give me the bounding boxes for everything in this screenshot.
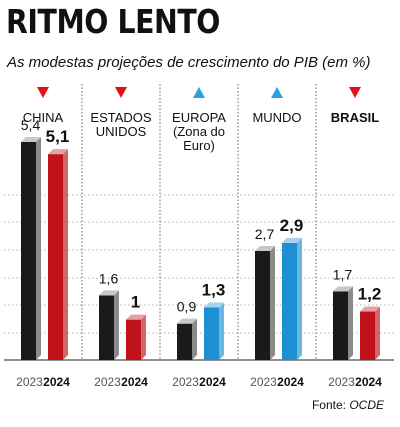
- bar-2023: [255, 251, 270, 360]
- data-label: 1,2: [358, 285, 382, 304]
- bar-2023: [21, 142, 36, 360]
- data-label: 1,7: [333, 266, 353, 282]
- bar-side: [348, 286, 353, 360]
- source-note: Fonte: OCDE: [312, 398, 384, 412]
- bar-side: [219, 302, 224, 360]
- source-name: OCDE: [349, 398, 384, 412]
- bar-top: [204, 302, 224, 308]
- data-label: 2,9: [280, 216, 304, 235]
- bar-2023: [333, 291, 348, 360]
- year-label: 2023: [250, 375, 277, 389]
- year-label: 2023: [328, 375, 355, 389]
- bar-top: [21, 137, 41, 142]
- bar-side: [270, 246, 275, 360]
- trend-down-icon: [115, 87, 127, 98]
- chart-subtitle: As modestas projeções de crescimento do …: [7, 54, 371, 71]
- data-label: 5,1: [46, 127, 70, 146]
- bar-side: [375, 306, 380, 360]
- category-label: BRASIL: [331, 110, 379, 125]
- year-label: 2024: [199, 375, 226, 389]
- year-label: 2024: [277, 375, 304, 389]
- bar-2024: [282, 242, 297, 360]
- chart-title: RITMO LENTO: [6, 2, 221, 41]
- year-label: 2024: [43, 375, 70, 389]
- trend-down-icon: [37, 87, 49, 98]
- data-label: 1: [131, 293, 140, 312]
- bar-side: [63, 149, 68, 360]
- bar-2024: [48, 154, 63, 360]
- category-label: CHINA: [23, 110, 64, 125]
- bar-top: [333, 286, 353, 292]
- data-label: 0,9: [177, 299, 197, 315]
- year-label: 2024: [121, 375, 148, 389]
- bar-top: [126, 314, 146, 320]
- category-label: (Zona do: [173, 124, 225, 139]
- data-label: 5,4: [21, 117, 41, 133]
- bar-side: [192, 318, 197, 360]
- bar-2024: [204, 307, 219, 360]
- category-label: ESTADOS: [90, 110, 151, 125]
- bar-side: [114, 290, 119, 360]
- bar-top: [255, 246, 275, 251]
- bar-top: [99, 290, 119, 296]
- bar-top: [360, 306, 380, 312]
- trend-up-icon: [271, 87, 283, 98]
- year-label: 2023: [94, 375, 121, 389]
- bar-side: [141, 314, 146, 360]
- bar-2023: [99, 295, 114, 360]
- year-label: 2024: [355, 375, 382, 389]
- bar-top: [282, 237, 302, 243]
- data-label: 2,7: [255, 226, 275, 242]
- data-label: 1,3: [202, 281, 226, 300]
- bar-side: [36, 137, 41, 360]
- bar-side: [297, 237, 302, 360]
- category-label: EUROPA: [172, 110, 226, 125]
- bar-2023: [177, 323, 192, 360]
- bar-top: [48, 149, 68, 155]
- trend-down-icon: [349, 87, 361, 98]
- category-label: UNIDOS: [96, 124, 147, 139]
- category-label: Euro): [183, 138, 215, 153]
- data-label: 1,6: [99, 270, 119, 286]
- bar-2024: [126, 319, 141, 360]
- year-label: 2023: [172, 375, 199, 389]
- trend-up-icon: [193, 87, 205, 98]
- bar-top: [177, 318, 197, 324]
- source-label: Fonte:: [311, 398, 346, 412]
- year-label: 2023: [16, 375, 43, 389]
- category-label: MUNDO: [252, 110, 301, 125]
- bar-2024: [360, 311, 375, 360]
